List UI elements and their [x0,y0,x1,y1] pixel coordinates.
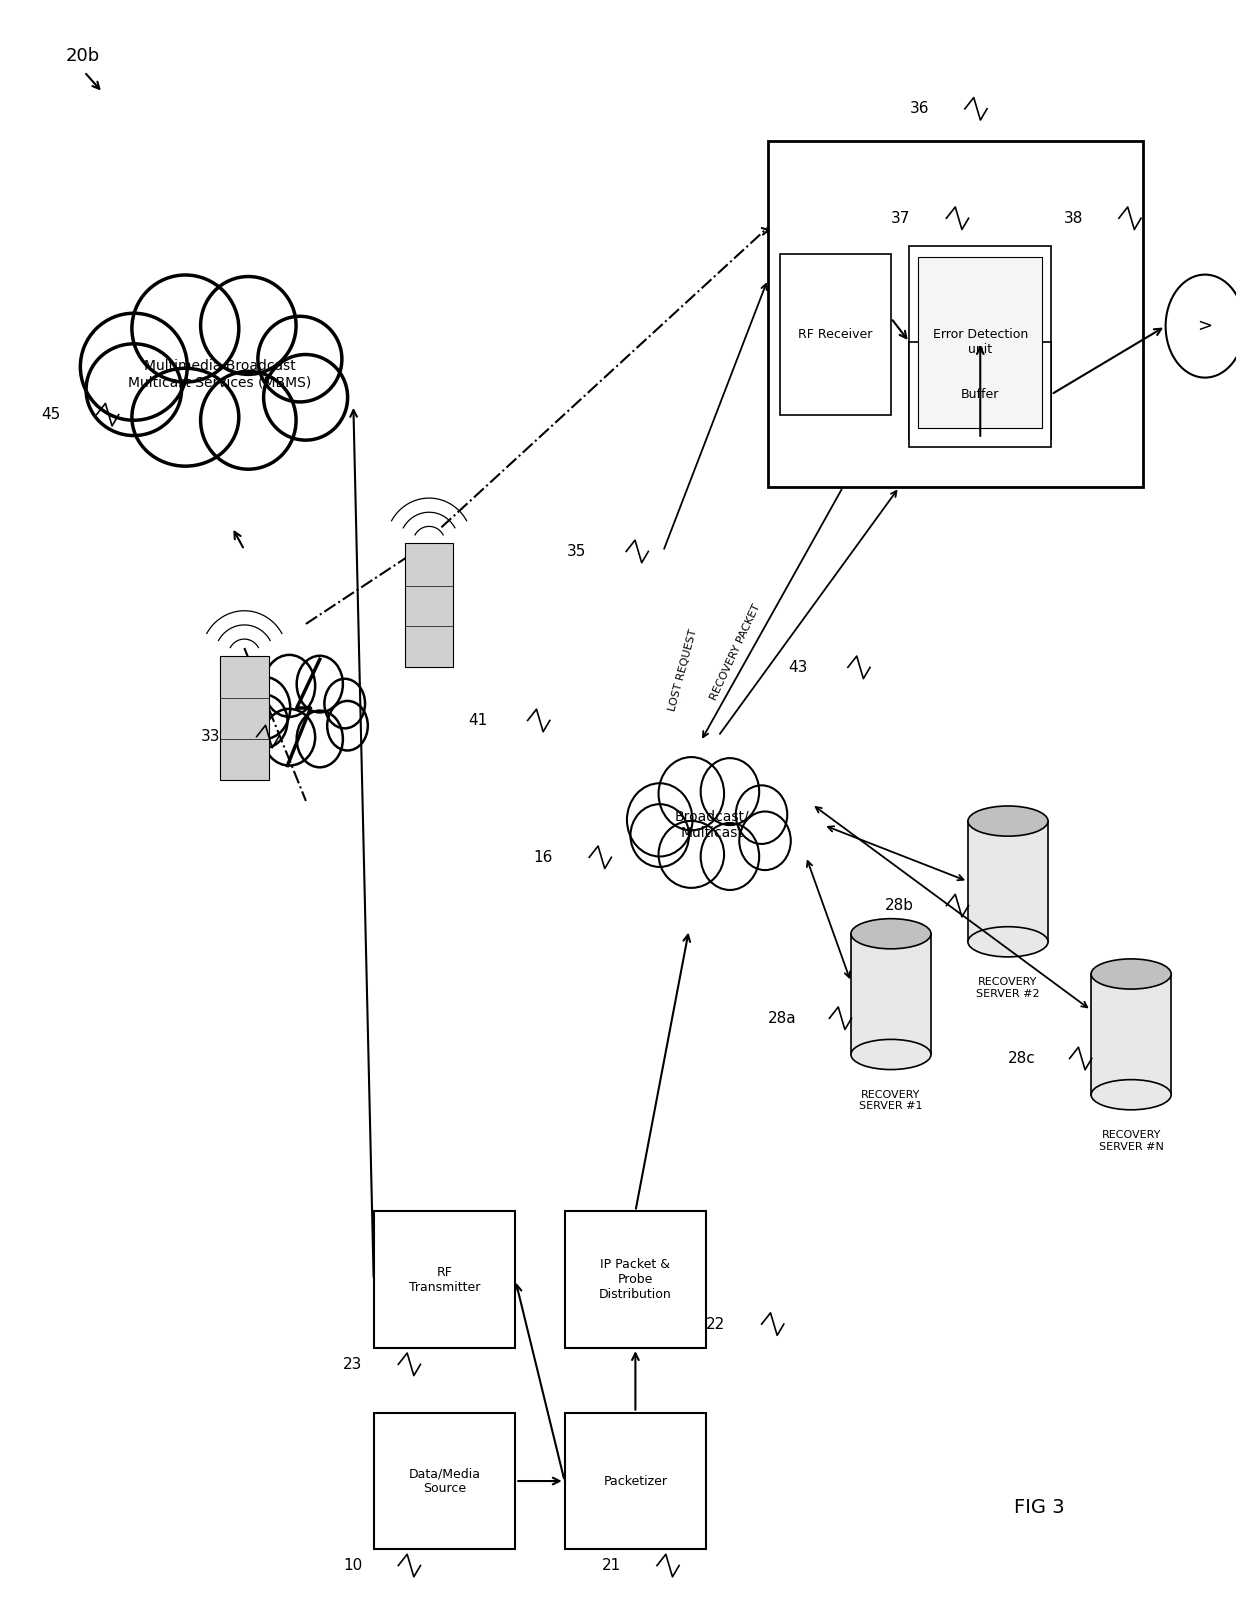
Text: Error Detection
unit: Error Detection unit [932,328,1028,356]
Text: RF Receiver: RF Receiver [799,328,873,341]
Bar [780,254,892,414]
Text: FIG 3: FIG 3 [1014,1498,1065,1518]
Text: 41: 41 [469,714,487,728]
Ellipse shape [263,709,315,765]
Ellipse shape [630,804,689,867]
Text: RECOVERY
SERVER #N: RECOVERY SERVER #N [1099,1129,1163,1152]
Ellipse shape [735,785,787,845]
Ellipse shape [242,694,288,748]
Ellipse shape [201,372,296,469]
Text: >: > [1198,317,1213,335]
Text: 16: 16 [533,849,553,864]
Ellipse shape [627,783,692,856]
Ellipse shape [201,277,296,374]
Bar [851,934,931,1055]
Ellipse shape [968,927,1048,956]
Text: 33: 33 [201,730,221,744]
Ellipse shape [264,354,347,440]
Bar [968,820,1048,942]
Text: RECOVERY
SERVER #1: RECOVERY SERVER #1 [859,1091,923,1112]
Ellipse shape [81,314,187,421]
Text: Buffer: Buffer [961,388,999,401]
Text: 35: 35 [567,544,587,558]
Ellipse shape [223,646,389,778]
Ellipse shape [131,369,239,466]
Text: 28a: 28a [768,1011,796,1026]
Bar [219,655,269,780]
Text: 37: 37 [892,210,910,227]
Ellipse shape [1091,1079,1171,1110]
Text: 28c: 28c [1008,1052,1035,1066]
Text: 43: 43 [789,660,808,675]
Text: Broadcast/
Multicast: Broadcast/ Multicast [675,811,750,840]
Ellipse shape [658,757,724,830]
Bar [1091,974,1171,1095]
Text: LOST REQUEST: LOST REQUEST [667,628,699,712]
Text: 20b: 20b [66,47,100,65]
Text: RECOVERY PACKET: RECOVERY PACKET [709,602,763,702]
Text: 10: 10 [343,1558,362,1573]
Ellipse shape [325,680,365,728]
Bar [564,1212,707,1348]
Bar [918,257,1043,427]
Text: 38: 38 [1064,210,1083,227]
Text: Multimedia Broadcast
Multicast Services (MBMS): Multimedia Broadcast Multicast Services … [128,359,311,390]
Ellipse shape [608,746,817,903]
Ellipse shape [968,806,1048,837]
Ellipse shape [851,919,931,948]
Ellipse shape [658,820,724,888]
Ellipse shape [238,676,290,739]
Text: 23: 23 [343,1358,362,1372]
Ellipse shape [131,275,239,382]
Bar [373,1413,516,1550]
Bar [909,341,1052,447]
Text: IP Packet &
Probe
Distribution: IP Packet & Probe Distribution [599,1259,672,1301]
Bar [909,246,1052,438]
Bar [768,141,1143,487]
Ellipse shape [701,759,759,825]
Text: 45: 45 [41,408,61,422]
Bar [564,1413,707,1550]
Bar [373,1212,516,1348]
Ellipse shape [296,710,343,767]
Ellipse shape [258,316,342,401]
Ellipse shape [263,655,315,717]
Ellipse shape [327,701,368,751]
Text: Packetizer: Packetizer [604,1474,667,1487]
Text: Data/Media
Source: Data/Media Source [408,1468,480,1495]
Ellipse shape [851,1039,931,1069]
Ellipse shape [739,812,791,870]
Text: 21: 21 [601,1558,621,1573]
Ellipse shape [86,343,181,435]
Text: 22: 22 [707,1317,725,1332]
Text: RF
Transmitter: RF Transmitter [409,1265,480,1294]
Bar [404,544,454,667]
Text: RECOVERY
SERVER #2: RECOVERY SERVER #2 [976,977,1040,998]
Ellipse shape [48,260,392,489]
Ellipse shape [701,824,759,890]
Text: 36: 36 [909,102,929,116]
Ellipse shape [296,655,343,712]
Ellipse shape [1091,959,1171,989]
Text: 28b: 28b [885,898,914,913]
